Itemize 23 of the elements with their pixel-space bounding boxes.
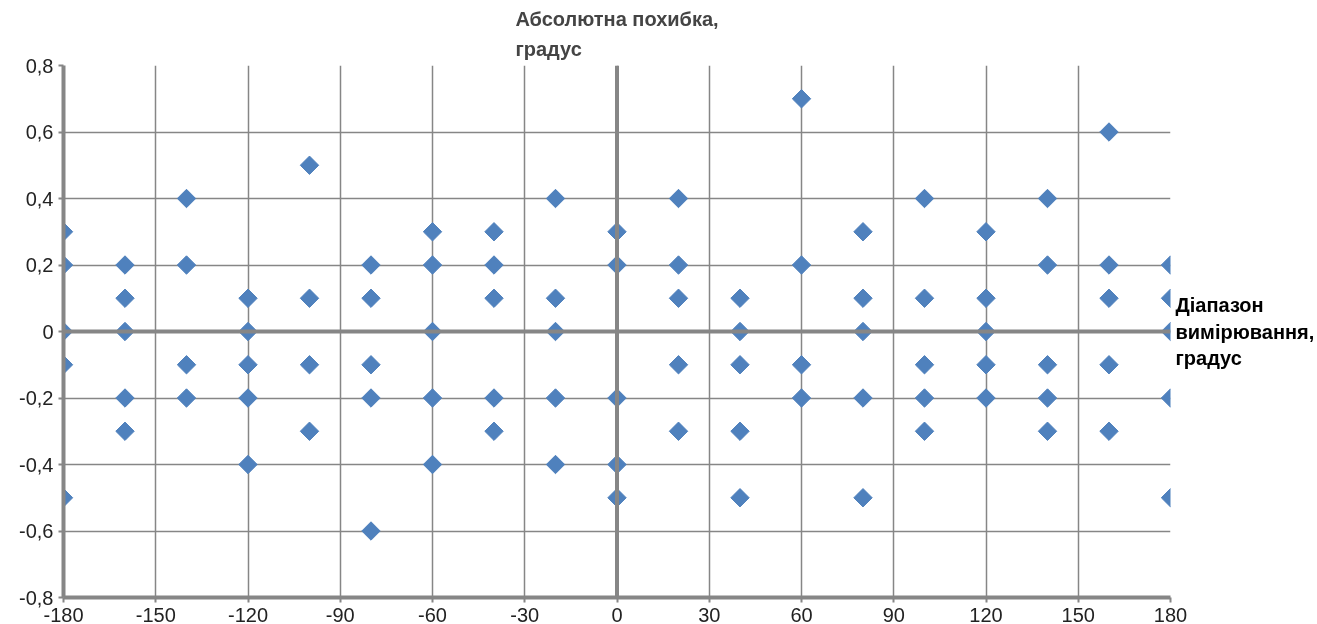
x-tick-label: 180 bbox=[1153, 603, 1188, 624]
x-tick-label: 30 bbox=[698, 603, 721, 624]
x-tick-label: -150 bbox=[135, 603, 176, 624]
y-tick-label: -0,2 bbox=[19, 387, 54, 409]
y-axis-title: Абсолютна похибка, градус bbox=[515, 7, 719, 61]
x-tick-label: 0 bbox=[611, 603, 623, 624]
x-axis-title: Діапазон вимірювання, градус bbox=[1175, 294, 1315, 369]
x-tick-label: -60 bbox=[418, 603, 447, 624]
y-tick-label: -0,6 bbox=[19, 520, 54, 542]
x-tick-label: 90 bbox=[882, 603, 905, 624]
x-tick-label: -90 bbox=[325, 603, 355, 624]
y-tick-label: -0,8 bbox=[19, 586, 54, 609]
y-tick-label: 0,4 bbox=[25, 187, 54, 210]
x-tick-label: -120 bbox=[227, 603, 269, 624]
y-tick-label: 0 bbox=[42, 320, 54, 343]
x-tick-label: 120 bbox=[969, 603, 1003, 624]
x-tick-label: -30 bbox=[510, 603, 540, 624]
y-tick-label: 0,2 bbox=[25, 254, 54, 276]
y-tick-label: -0,4 bbox=[19, 453, 54, 476]
x-tick-label: 150 bbox=[1061, 603, 1095, 624]
y-tick-label: 0,6 bbox=[25, 121, 54, 143]
y-tick-label: 0,8 bbox=[25, 54, 54, 77]
x-tick-label: 60 bbox=[790, 603, 813, 624]
